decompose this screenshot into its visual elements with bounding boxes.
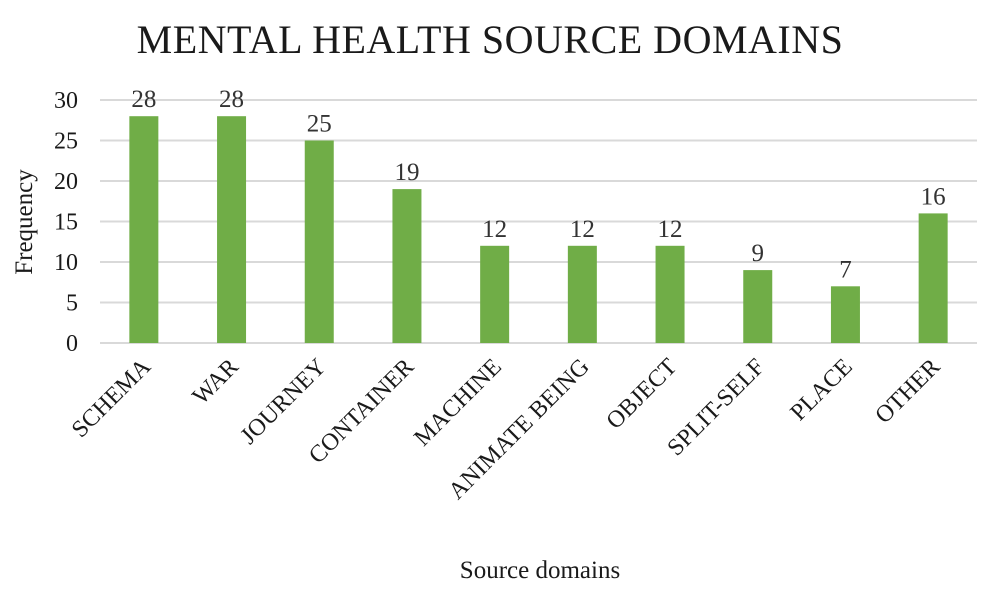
x-axis-title: Source domains [460,557,620,584]
data-label: 9 [752,240,765,267]
data-label: 12 [482,216,507,243]
bar-schema [129,116,159,343]
x-category-label: JOURNEY [236,354,332,450]
y-tick-label: 10 [54,250,78,276]
data-label: 19 [394,159,419,186]
y-tick-label: 30 [54,88,78,114]
bar-machine [480,245,510,343]
x-category-label: WAR [188,354,244,410]
y-axis-title: Frequency [11,169,38,275]
bar-other [918,213,948,343]
bar-animate-being [567,245,597,343]
bar-split-self [743,270,773,343]
gridlines [100,99,977,344]
data-label: 28 [131,86,156,113]
data-label: 12 [658,216,683,243]
data-label: 7 [839,256,852,283]
y-tick-label: 5 [66,291,78,317]
data-labels: 28 28 25 19 12 12 12 9 7 16 [131,86,945,283]
x-axis-categories: SCHEMA WARJOURNEYCONTAINERMACHINEANIMATE … [67,353,945,504]
bar-war [217,116,247,343]
bar-container [392,189,422,343]
x-category-label: SCHEMA [67,353,157,443]
bars [129,116,948,343]
data-label: 16 [921,183,946,210]
data-label: 28 [219,86,244,113]
data-label: 12 [570,216,595,243]
x-category-label: PLACE [786,354,858,426]
x-category-label: OTHER [870,354,945,429]
y-tick-label: 20 [54,169,78,195]
y-axis-ticks: 0 5 10 15 20 25 30 [54,88,78,357]
bar-place [830,286,860,343]
bar-object [655,245,685,343]
chart-title: MENTAL HEALTH SOURCE DOMAINS [136,17,844,62]
data-label: 25 [307,111,332,138]
y-tick-label: 25 [54,129,78,155]
y-tick-label: 15 [54,210,78,236]
y-tick-label: 0 [66,331,78,357]
bar-journey [304,140,334,343]
x-category-label: OBJECT [602,354,683,435]
